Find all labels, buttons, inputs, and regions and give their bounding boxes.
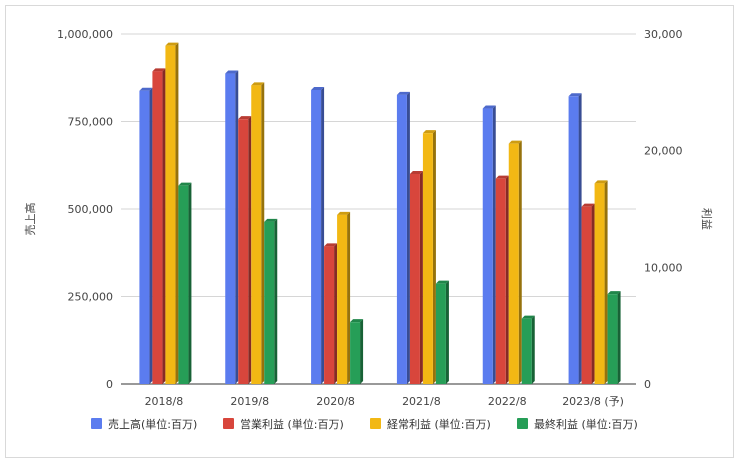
bar: [581, 203, 595, 384]
bar: [139, 87, 153, 384]
bar: [594, 180, 608, 384]
right-tick-label: 30,000: [644, 28, 683, 41]
bar: [568, 93, 582, 385]
bar: [178, 182, 192, 384]
x-tick-label: 2020/8: [316, 395, 355, 408]
bar: [409, 171, 423, 384]
right-tick-label: 10,000: [644, 261, 683, 274]
bar: [264, 218, 278, 384]
x-axis: 2018/8 2019/8 2020/8 2021/8 2022/8 2023/8 (予): [145, 395, 624, 408]
bar: [251, 82, 265, 384]
bar: [508, 140, 522, 384]
legend-label: 経常利益 (単位:百万): [387, 417, 491, 431]
bar: [324, 243, 338, 384]
x-tick-label: 2021/8: [402, 395, 441, 408]
legend-swatch: [223, 418, 234, 429]
right-axis: 0 10,000 20,000 30,000: [644, 28, 683, 391]
bar: [396, 91, 410, 385]
bar: [165, 42, 179, 385]
legend-label: 最終利益 (単位:百万): [534, 417, 638, 431]
bar: [350, 319, 364, 384]
x-tick-label: 2022/8: [488, 395, 527, 408]
x-tick-label: 2018/8: [145, 395, 184, 408]
y-right-axis-title: 利益: [700, 208, 714, 230]
legend-swatch: [91, 418, 102, 429]
bar-chart: 0 250,000 500,000 750,000 1,000,000 0 10,000 2…: [23, 28, 714, 431]
bar: [238, 116, 252, 385]
left-axis: 0 250,000 500,000 750,000 1,000,000: [57, 28, 113, 391]
left-tick-label: 1,000,000: [57, 28, 113, 41]
bars: [139, 42, 621, 385]
legend: 売上高(単位:百万) 営業利益 (単位:百万) 経常利益 (単位:百万) 最終利益 (…: [91, 417, 638, 431]
bar: [152, 68, 166, 385]
gridlines: [121, 33, 636, 385]
bar: [495, 175, 509, 384]
legend-label: 売上高(単位:百万): [108, 417, 197, 431]
left-tick-label: 0: [106, 378, 113, 391]
y-left-axis-title: 売上高: [23, 203, 37, 236]
legend-swatch: [370, 418, 381, 429]
right-tick-label: 20,000: [644, 145, 683, 158]
x-tick-label: 2019/8: [230, 395, 269, 408]
left-tick-label: 500,000: [68, 203, 114, 216]
legend-label: 営業利益 (単位:百万): [240, 417, 344, 431]
bar: [225, 70, 239, 385]
legend-swatch: [517, 418, 528, 429]
bar: [435, 280, 449, 384]
bar: [482, 105, 496, 385]
chart-frame: 0 250,000 500,000 750,000 1,000,000 0 10,000 2…: [5, 5, 734, 458]
right-tick-label: 0: [644, 378, 651, 391]
left-tick-label: 250,000: [68, 291, 114, 304]
x-tick-label: 2023/8 (予): [562, 395, 624, 408]
bar: [311, 87, 325, 384]
bar: [607, 291, 621, 384]
bar: [337, 211, 351, 384]
bar: [521, 315, 535, 384]
bar: [422, 130, 436, 384]
left-tick-label: 750,000: [68, 116, 114, 129]
